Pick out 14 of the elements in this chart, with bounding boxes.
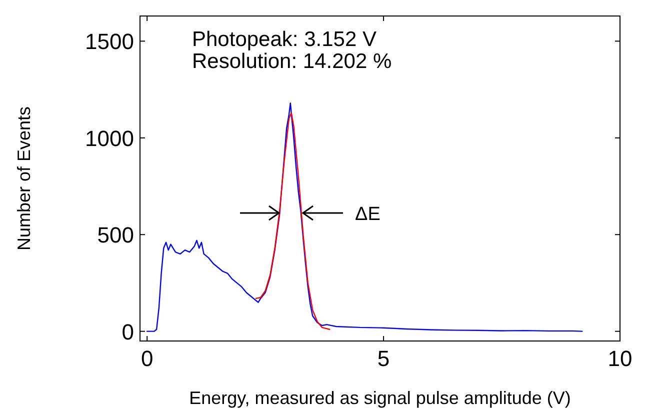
annotation: ΔE	[355, 204, 380, 225]
annotation: Photopeak: 3.152 V	[192, 28, 376, 51]
y-tick-label: 500	[97, 222, 134, 248]
y-tick-label: 1000	[85, 126, 134, 151]
x-tick-label: 0	[140, 346, 154, 371]
x-tick-label: 5	[377, 346, 390, 371]
y-tick-label: 1500	[85, 29, 134, 54]
annotation: Resolution: 14.202 %	[192, 50, 392, 73]
y-tick-label: 0	[122, 319, 134, 344]
x-tick-label: 10	[608, 346, 632, 371]
line-series	[146, 102, 583, 332]
x-axis-title: Energy, measured as signal pulse amplitude (V)	[189, 388, 571, 408]
y-axis-title: Number of Events	[14, 106, 34, 251]
line-series	[255, 112, 330, 330]
